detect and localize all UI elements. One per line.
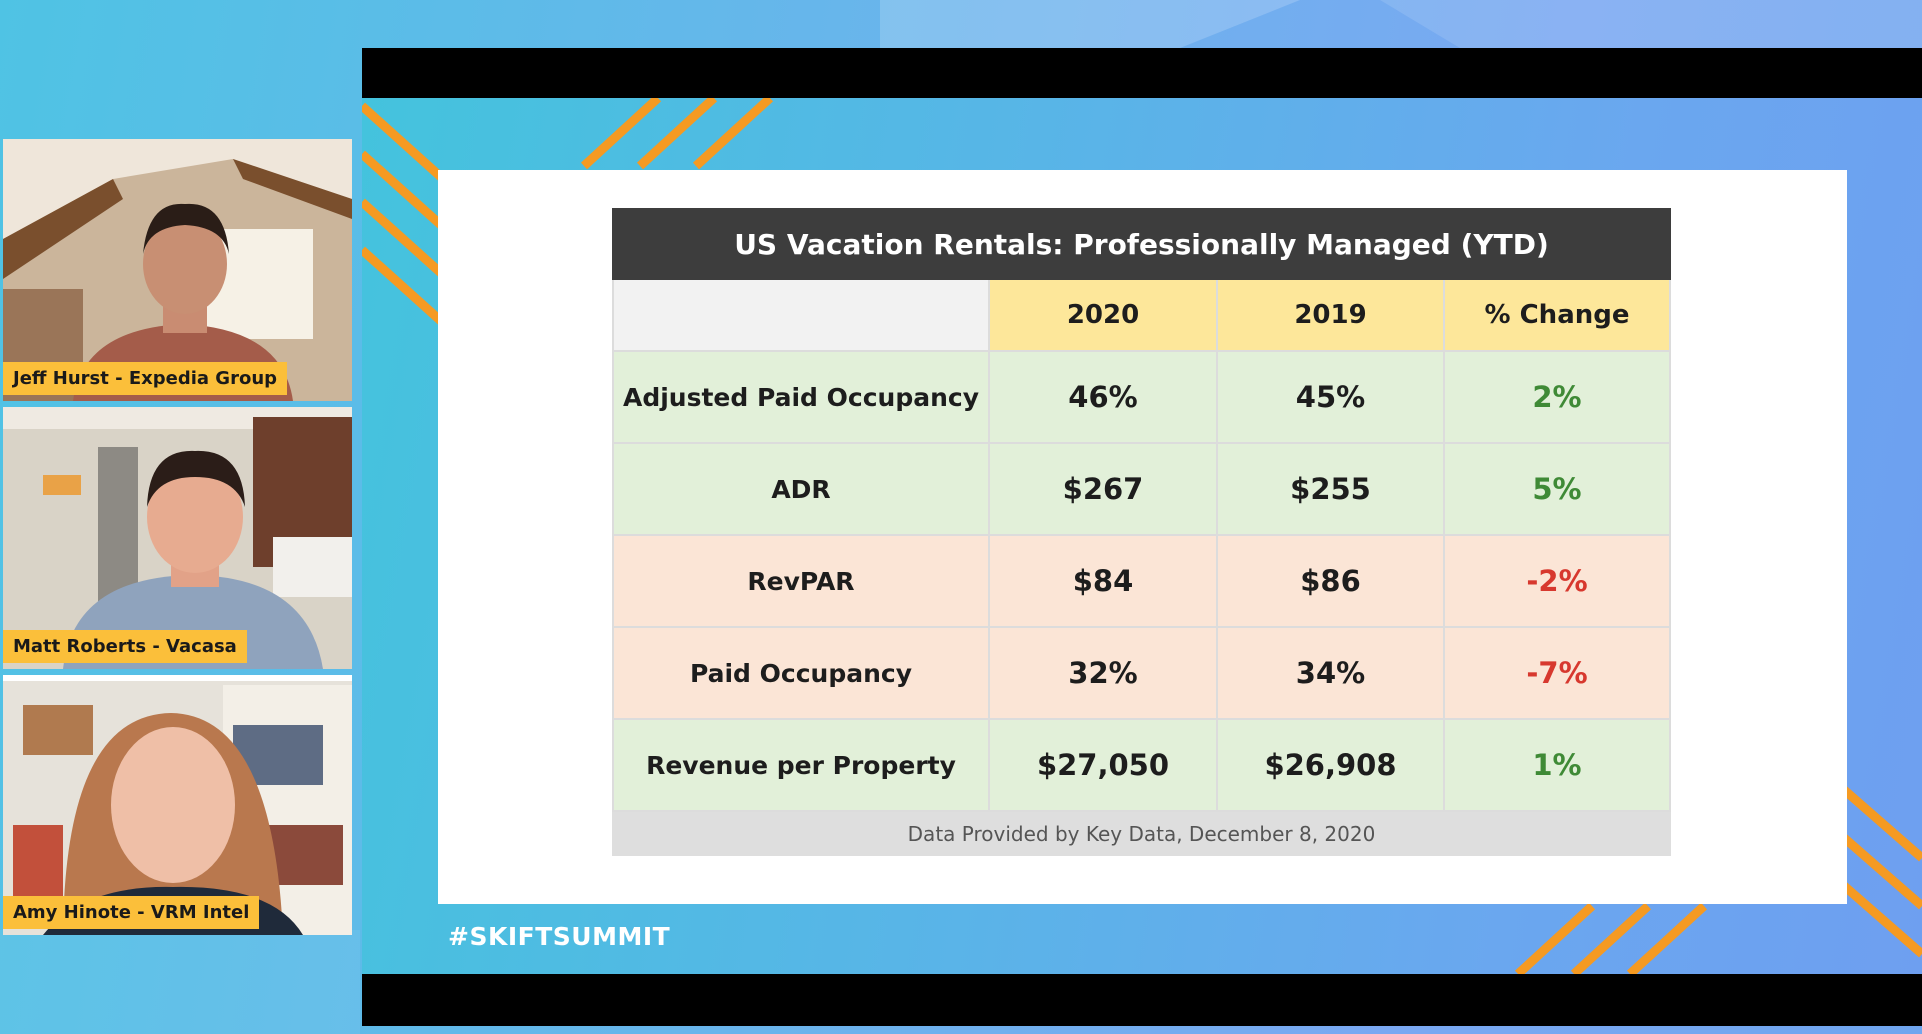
value-2019: $255 [1218,444,1445,536]
value-2019: 34% [1218,628,1445,720]
header-cell-2019: 2019 [1218,280,1445,352]
table-row: RevPAR $84 $86 -2% [612,536,1671,628]
value-2020: $267 [990,444,1218,536]
header-cell-2020: 2020 [990,280,1218,352]
presenter-name-tag: Matt Roberts - Vacasa [3,630,247,663]
row-label: ADR [612,444,990,536]
table-row: Adjusted Paid Occupancy 46% 45% 2% [612,352,1671,444]
slide: US Vacation Rentals: Professionally Mana… [438,170,1847,904]
header-cell-empty [612,280,990,352]
presenter-column: Jeff Hurst - Expedia Group Matt Roberts … [3,139,352,935]
percent-change: 5% [1445,444,1671,536]
presenter-tile-1[interactable]: Jeff Hurst - Expedia Group [3,139,352,401]
value-2020: $27,050 [990,720,1218,812]
slide-backdrop: US Vacation Rentals: Professionally Mana… [362,98,1922,974]
percent-change: 2% [1445,352,1671,444]
percent-change: 1% [1445,720,1671,812]
presenter-tile-2[interactable]: Matt Roberts - Vacasa [3,407,352,669]
accent-stripes [362,98,1922,974]
value-2019: 45% [1218,352,1445,444]
percent-change: -2% [1445,536,1671,628]
table-row: Revenue per Property $27,050 $26,908 1% [612,720,1671,812]
value-2020: 32% [990,628,1218,720]
value-2020: 46% [990,352,1218,444]
table-header-row: 2020 2019 % Change [612,280,1671,352]
vacation-rentals-table: US Vacation Rentals: Professionally Mana… [612,208,1671,856]
presenter-video [3,139,352,401]
value-2020: $84 [990,536,1218,628]
row-label: Paid Occupancy [612,628,990,720]
table-row: Paid Occupancy 32% 34% -7% [612,628,1671,720]
table-title: US Vacation Rentals: Professionally Mana… [612,208,1671,280]
presentation-stage: US Vacation Rentals: Professionally Mana… [362,48,1922,1026]
row-label: Revenue per Property [612,720,990,812]
presenter-name-tag: Amy Hinote - VRM Intel [3,896,260,929]
presenter-name-tag: Jeff Hurst - Expedia Group [3,362,288,395]
percent-change: -7% [1445,628,1671,720]
table-row: ADR $267 $255 5% [612,444,1671,536]
event-hashtag: #SKIFTSUMMIT [448,922,671,951]
header-cell-change: % Change [1445,280,1671,352]
presenter-tile-3[interactable]: Amy Hinote - VRM Intel [3,675,352,935]
value-2019: $26,908 [1218,720,1445,812]
table-source-footer: Data Provided by Key Data, December 8, 2… [612,812,1671,856]
row-label: Adjusted Paid Occupancy [612,352,990,444]
presenter-video [3,407,352,669]
row-label: RevPAR [612,536,990,628]
value-2019: $86 [1218,536,1445,628]
